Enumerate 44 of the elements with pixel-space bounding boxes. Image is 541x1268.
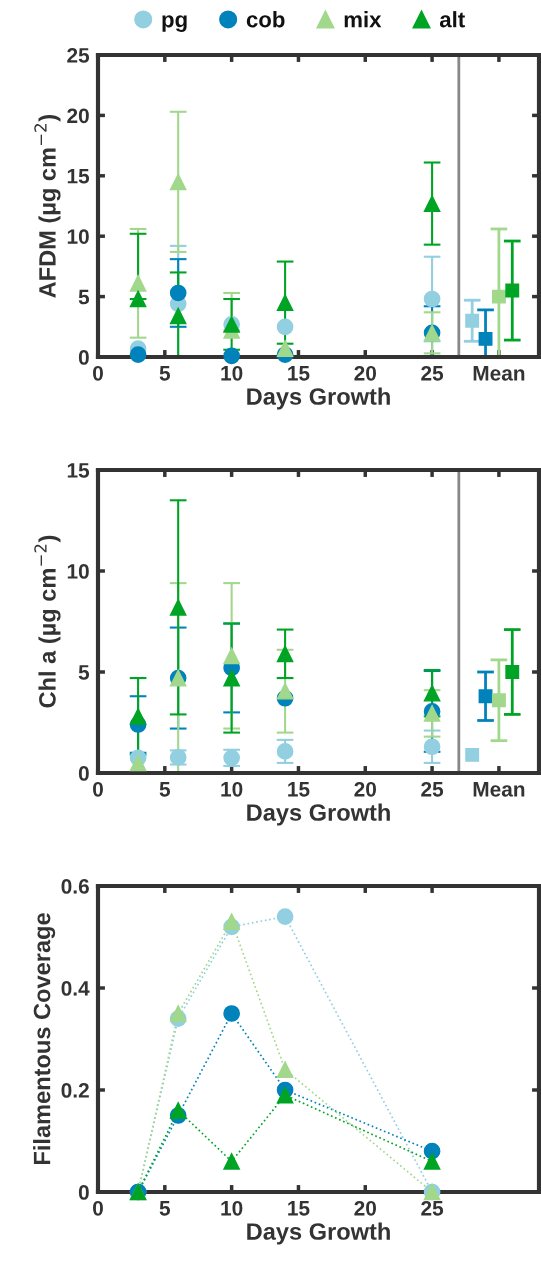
y-tick-label: 10 xyxy=(67,229,89,244)
y-tick-label: 0.2 xyxy=(61,1083,89,1098)
x-tick-label: Mean xyxy=(473,366,525,381)
x-tick-label: 25 xyxy=(421,365,444,381)
x-axis-title: Days Growth xyxy=(247,387,390,410)
x-tick-label: 20 xyxy=(354,1200,377,1216)
x-tick-label: 15 xyxy=(288,1201,310,1216)
x-tick-label: 0 xyxy=(93,365,103,381)
legend-label: alt xyxy=(439,11,465,28)
x-tick-label: 15 xyxy=(288,366,310,381)
y-tick-label: 5 xyxy=(78,665,90,680)
y-tick-label: 20 xyxy=(67,108,89,124)
x-tick-label: 25 xyxy=(421,781,444,797)
x-tick-label: 10 xyxy=(221,1200,243,1216)
y-axis-title: Filamentous Coverage xyxy=(33,913,56,1165)
x-axis-title: Days Growth xyxy=(247,803,390,826)
x-tick-label: 5 xyxy=(159,782,171,797)
legend-label: mix xyxy=(344,11,382,28)
y-tick-label: 0 xyxy=(78,766,89,781)
y-tick-label: 5 xyxy=(78,289,90,305)
x-tick-label: 0 xyxy=(93,1200,103,1216)
x-tick-label: 15 xyxy=(288,782,310,797)
y-axis-title: Chl a (µg cm$^{−2}$) xyxy=(34,535,61,708)
x-axis-title: Days Growth xyxy=(247,1222,390,1245)
x-tick-label: 20 xyxy=(354,781,377,797)
y-tick-label: 15 xyxy=(67,463,90,478)
legend-label: pg xyxy=(162,15,187,32)
y-tick-label: 25 xyxy=(67,48,90,63)
y-tick-label: 0 xyxy=(78,350,89,365)
x-tick-label: Mean xyxy=(473,782,525,797)
x-tick-label: 25 xyxy=(421,1200,444,1216)
legend-label: cob xyxy=(246,11,285,28)
x-tick-label: 5 xyxy=(159,1201,171,1216)
y-axis-title: AFDM (µg cm$^{−2}$) xyxy=(34,115,61,298)
x-tick-label: 10 xyxy=(221,781,243,797)
y-tick-label: 0 xyxy=(78,1185,89,1200)
y-tick-label: 10 xyxy=(67,564,89,579)
y-tick-label: 0.6 xyxy=(61,879,89,894)
x-tick-label: 0 xyxy=(93,781,103,797)
x-tick-label: 10 xyxy=(221,365,243,381)
y-tick-label: 15 xyxy=(67,169,90,184)
x-tick-label: 20 xyxy=(354,365,377,381)
y-tick-label: 0.4 xyxy=(61,981,90,996)
x-tick-label: 5 xyxy=(159,366,171,381)
